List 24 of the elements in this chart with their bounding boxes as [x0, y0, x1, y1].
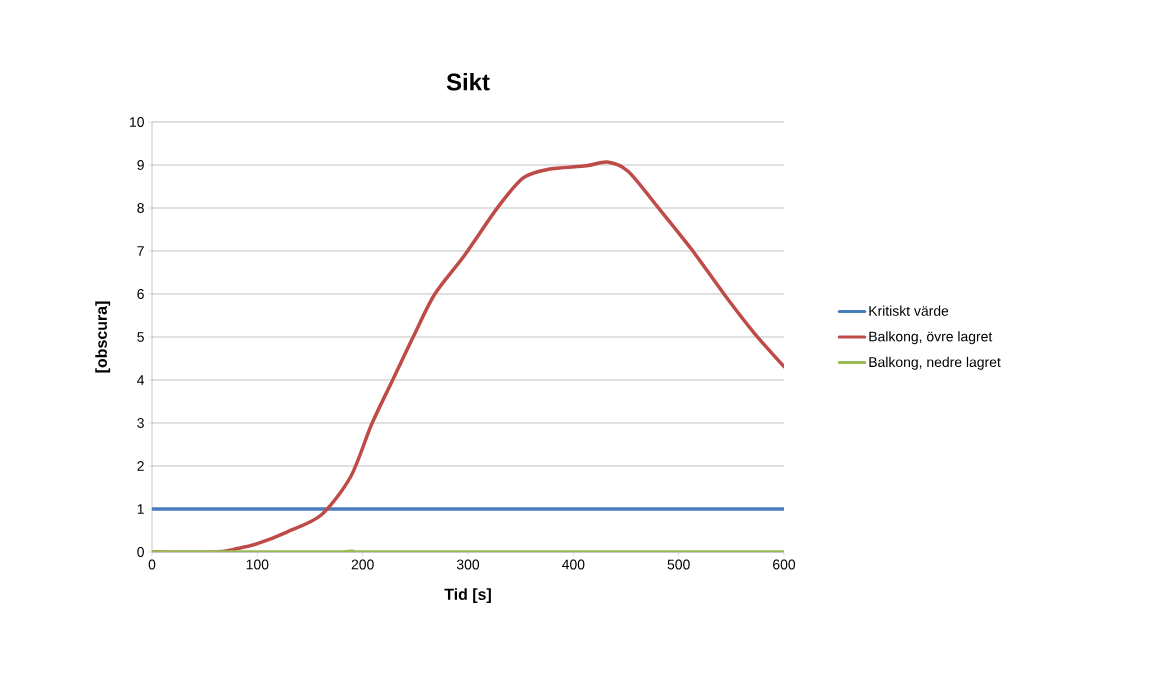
y-tick-label: 6 [137, 289, 144, 299]
y-tick-label: 9 [137, 160, 144, 170]
x-axis-title: Tid [s] [444, 588, 491, 604]
y-tick-label: 5 [137, 332, 144, 342]
x-tick-label: 0 [148, 559, 156, 570]
x-tick-label: 100 [246, 559, 269, 570]
legend-label: Balkong, övre lagret [869, 331, 993, 345]
legend-label: Balkong, nedre lagret [869, 356, 1001, 370]
y-tick-label: 2 [137, 461, 144, 471]
legend-label: Kritiskt värde [869, 305, 949, 316]
y-axis-title: [obscura] [95, 301, 111, 373]
y-tick-label: 10 [130, 117, 144, 127]
x-tick-label: 400 [562, 559, 585, 570]
x-tick-label: 300 [456, 559, 480, 570]
chart-title: Sikt [446, 72, 490, 91]
y-tick-label: 7 [137, 246, 144, 256]
y-tick-label: 1 [137, 504, 144, 514]
y-tick-label: 3 [137, 418, 144, 428]
y-tick-label: 8 [137, 203, 144, 213]
y-tick-label: 0 [137, 547, 144, 557]
x-tick-label: 200 [351, 559, 374, 570]
x-tick-label: 600 [773, 559, 796, 570]
y-tick-label: 4 [137, 375, 145, 385]
x-tick-label: 500 [667, 559, 690, 570]
